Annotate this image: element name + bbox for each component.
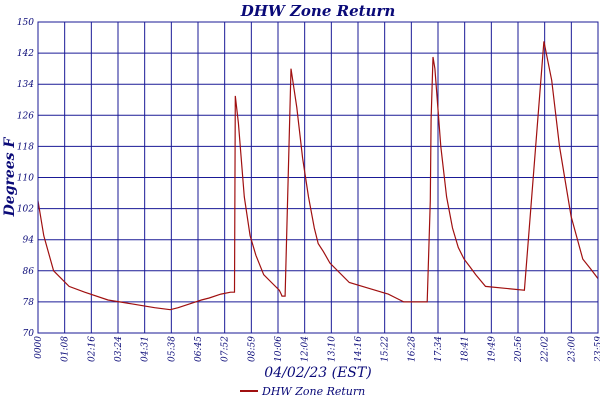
x-tick-label: 19:49 bbox=[487, 336, 497, 362]
x-tick-label: 04:31 bbox=[141, 336, 151, 362]
x-tick-label: 15:22 bbox=[381, 336, 391, 362]
y-tick-label: 110 bbox=[17, 174, 34, 184]
y-tick-label: 102 bbox=[17, 205, 34, 215]
y-tick-labels: 70 78 86 94 102 110 118 126 134 142 150 bbox=[17, 18, 34, 339]
y-tick-label: 134 bbox=[17, 80, 34, 90]
x-tick-label: 23:59 bbox=[594, 336, 600, 363]
y-tick-label: 126 bbox=[17, 111, 34, 121]
x-tick-label: 20:56 bbox=[514, 336, 524, 363]
x-tick-label: 02:16 bbox=[87, 336, 97, 362]
y-tick-label: 118 bbox=[17, 142, 34, 152]
x-tick-labels: 0000 01:08 02:16 03:24 04:31 05:38 06:45 07:52 0… bbox=[34, 336, 600, 363]
x-tick-label: 23:00 bbox=[567, 336, 577, 363]
x-tick-label: 18:41 bbox=[461, 336, 471, 362]
x-tick-label: 06:45 bbox=[194, 336, 204, 362]
legend-label: DHW Zone Return bbox=[261, 385, 365, 398]
y-axis-label: Degrees F bbox=[2, 137, 18, 218]
y-tick-label: 142 bbox=[17, 49, 34, 59]
x-tick-label: 10:06 bbox=[274, 336, 284, 362]
x-axis-label: 04/02/23 (EST) bbox=[264, 365, 371, 381]
x-tick-label: 22:02 bbox=[541, 336, 551, 363]
y-tick-label: 150 bbox=[17, 18, 34, 28]
chart-title: DHW Zone Return bbox=[240, 2, 396, 20]
legend: DHW Zone Return bbox=[240, 385, 365, 398]
y-tick-label: 78 bbox=[23, 298, 35, 308]
x-tick-label: 05:38 bbox=[167, 336, 177, 362]
x-tick-label: 07:52 bbox=[221, 336, 231, 362]
grid bbox=[37, 21, 599, 334]
x-tick-label: 03:24 bbox=[114, 336, 124, 362]
y-tick-label: 86 bbox=[23, 267, 35, 277]
series-line bbox=[37, 41, 599, 311]
x-tick-label: 16:28 bbox=[407, 336, 417, 362]
x-tick-label: 12:04 bbox=[301, 336, 311, 362]
y-tick-label: 94 bbox=[23, 236, 35, 246]
x-tick-label: 14:16 bbox=[354, 336, 364, 362]
plot-frame bbox=[37, 21, 599, 334]
y-tick-label: 70 bbox=[23, 329, 35, 339]
x-tick-label: 01:08 bbox=[61, 336, 71, 362]
x-tick-label: 17:34 bbox=[434, 336, 444, 362]
x-tick-label: 13:10 bbox=[327, 336, 337, 362]
x-tick-label: 0000 bbox=[34, 336, 44, 359]
x-tick-label: 08:59 bbox=[247, 336, 257, 362]
